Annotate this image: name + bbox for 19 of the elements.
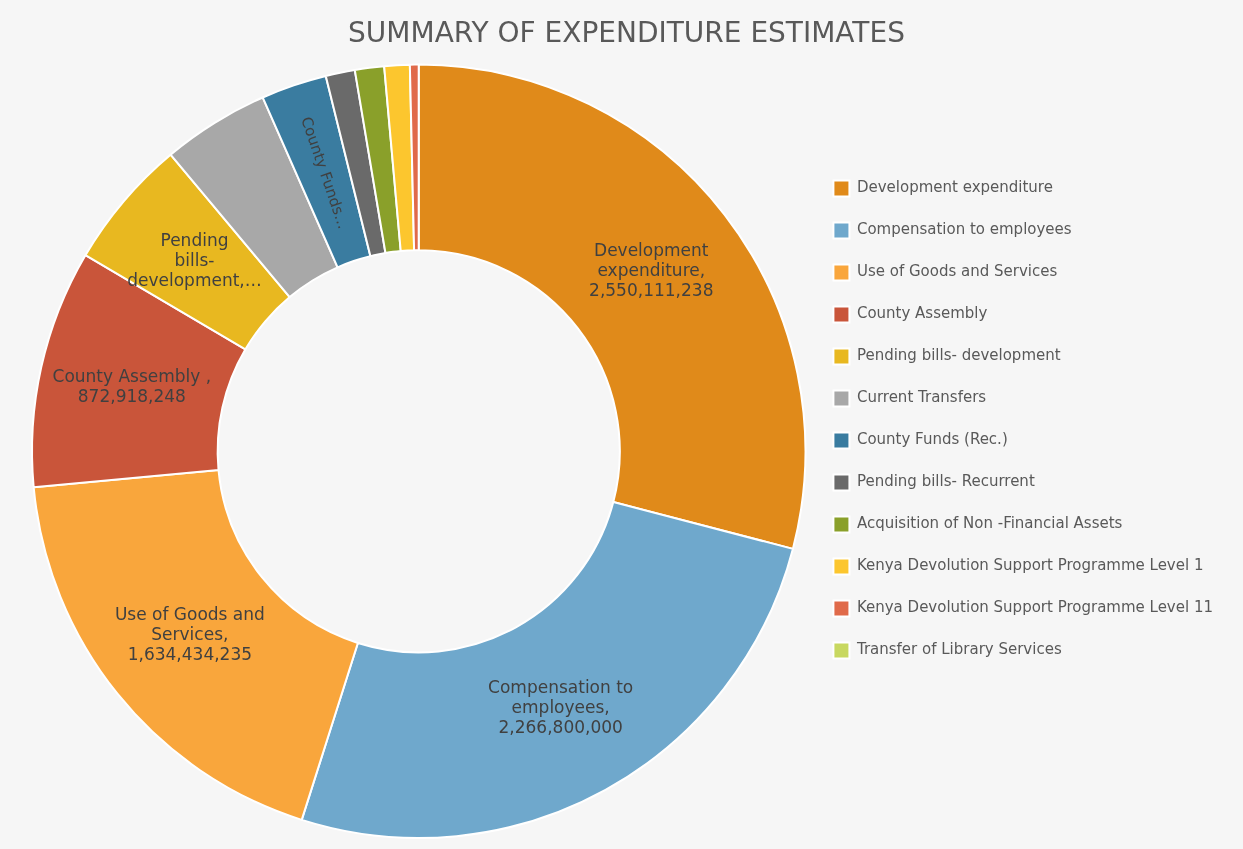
legend-label: Pending bills- development	[856, 346, 1061, 365]
legend-label: Compensation to employees	[856, 220, 1072, 239]
data-label: Development expenditure, 2,550,111,238	[589, 240, 714, 301]
legend-label: Development expenditure	[856, 178, 1053, 197]
legend-label: Pending bills- Recurrent	[856, 472, 1035, 491]
chart-title: SUMMARY OF EXPENDITURE ESTIMATES	[348, 16, 905, 50]
data-label: Pending bills- development,…	[127, 229, 262, 290]
data-label: County Assembly , 872,918,248	[52, 365, 212, 406]
legend-label: Use of Goods and Services	[856, 262, 1058, 281]
legend-label: Kenya Devolution Support Programme Level 1	[856, 556, 1204, 575]
legend-label: Current Transfers	[856, 388, 987, 407]
data-label: Use of Goods and Services, 1,634,434,235	[114, 604, 265, 665]
legend-label: Transfer of Library Services	[855, 640, 1062, 659]
data-label: County Funds…	[297, 114, 353, 232]
data-label: Compensation to employees, 2,266,800,000	[488, 677, 634, 738]
legend-label: Kenya Devolution Support Programme Level 11	[856, 598, 1214, 617]
legend-label: Acquisition of Non -Financial Assets	[856, 514, 1123, 533]
legend-label: County Assembly	[856, 304, 988, 323]
legend-label: County Funds (Rec.)	[856, 430, 1008, 449]
